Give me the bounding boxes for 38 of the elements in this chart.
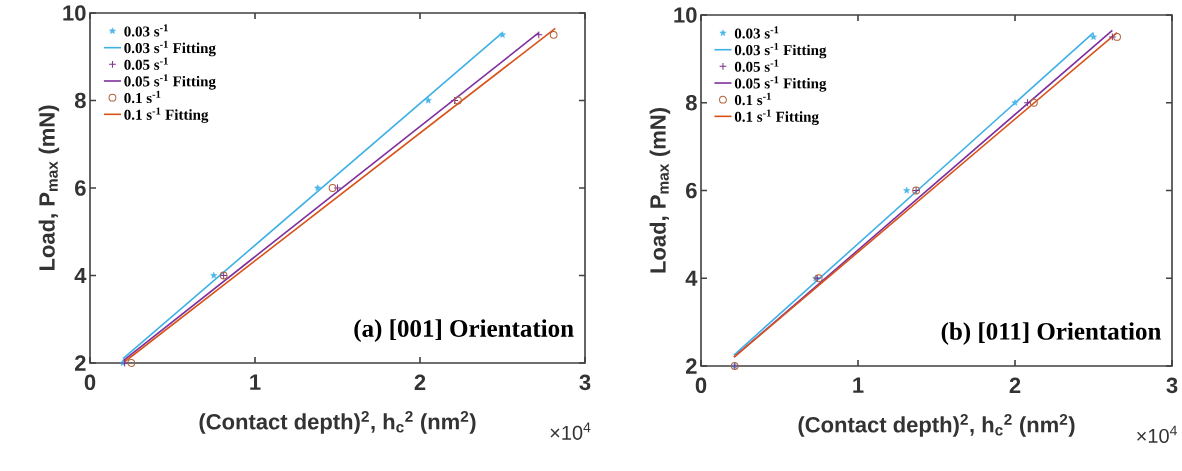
- legend-label: 0.05 s$^{-1}$: [734, 59, 779, 72]
- text: ×10$^{4}$: [1137, 425, 1177, 444]
- x-tick-label: 1: [250, 374, 261, 390]
- legend-label: 0.1 s$^{-1}$ Fitting: [734, 109, 819, 125]
- y-tick-label: 4: [685, 270, 698, 286]
- x-tick-label: 2: [414, 374, 426, 390]
- legend-label: 0.03 s$^{-1}$ Fitting: [734, 42, 827, 59]
- x-tick-label: 0: [695, 377, 707, 394]
- legend-label: 0.1 s$^{-1}$: [734, 92, 771, 106]
- legend-label: 0.03 s$^{-1}$ Fitting: [124, 40, 216, 57]
- x-tick-label: 1: [853, 377, 864, 393]
- x-tick-label: 2: [1009, 377, 1021, 393]
- legend-label: 0.03 s$^{-1}$: [734, 26, 779, 39]
- y-tick-label: 4: [74, 267, 87, 284]
- y-tick-label: 2: [75, 355, 86, 371]
- legend-label: 0.05 s$^{-1}$ Fitting: [124, 74, 216, 90]
- y-tick-label: 8: [74, 92, 86, 109]
- legend-label: 0.03 s$^{-1}$: [124, 24, 168, 37]
- annotation: (a) [001] Orientation: [354, 319, 574, 342]
- y-tick-label: 10: [63, 5, 86, 21]
- y-axis-title: Load, P$_{max}$ (mN): [649, 108, 671, 273]
- x-tick-label: 3: [1166, 377, 1178, 394]
- y-tick-label: 8: [685, 94, 697, 111]
- legend-label: 0.05 s$^{-1}$ Fitting: [734, 76, 827, 92]
- annotation: (b) [011] Orientation: [941, 322, 1162, 345]
- y-tick-label: 6: [686, 182, 697, 199]
- legend-label: 0.05 s$^{-1}$: [124, 57, 168, 70]
- y-tick-label: 2: [686, 358, 697, 374]
- y-tick-label: 10: [674, 7, 697, 23]
- legend-label: 0.1 s$^{-1}$: [124, 90, 161, 104]
- x-tick-label: 3: [579, 374, 591, 391]
- text: ×10$^{4}$: [550, 422, 591, 440]
- y-tick-label: 6: [75, 180, 86, 196]
- y-axis-title: Load, P$_{max}$ (mN): [38, 105, 60, 271]
- x-axis-title: (Contact depth)$^{2}$, h$_{c}$$^{2}$ (nm$^{2}$): [798, 414, 1075, 437]
- x-axis-title: (Contact depth)$^{2}$, h$_{c}$$^{2}$ (nm$^{2}$): [199, 411, 476, 434]
- legend-label: 0.1 s$^{-1}$ Fitting: [124, 107, 209, 123]
- x-tick-label: 0: [84, 374, 96, 391]
